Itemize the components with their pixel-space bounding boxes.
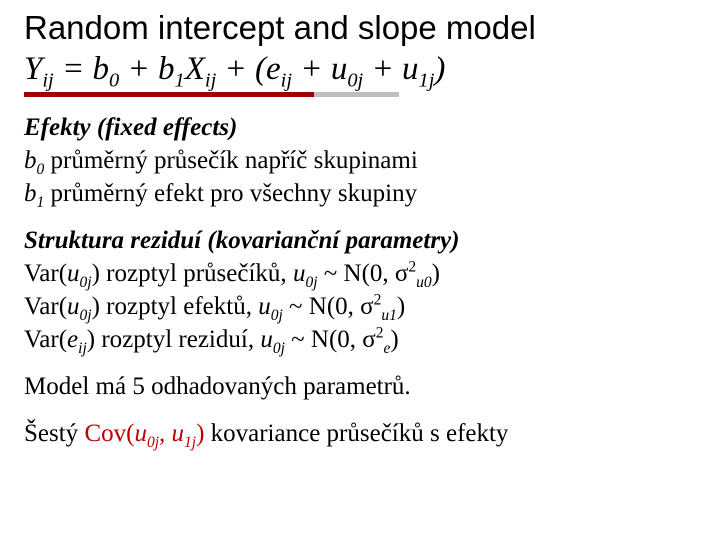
eq-X: X [185,51,205,87]
r1-varclose: ) [92,260,100,287]
r1-u: u [293,260,306,287]
r2-u: u [258,293,271,320]
resid-row-1: Var(u0j) rozptyl průsečíků, u0j ~ N(0, σ… [24,257,696,290]
r2-varusub: 0j [80,307,92,324]
eq-u1sub: 1j [419,69,435,91]
eq-u0: u [331,51,348,87]
eq-u0sub: 0j [347,69,363,91]
eq-Xsub: ij [205,69,216,91]
b0-text: průměrný průsečík napříč skupinami [44,147,418,174]
s-u1: u [172,420,185,447]
eq-close: ) [434,51,445,87]
fixed-b0-line: b0 průměrný průsečík napříč skupinami [24,144,696,177]
eq-equals: = [54,51,93,87]
sixth-tail: kovariance průsečíků s efekty [204,420,508,447]
eq-plus1: + [119,51,158,87]
s-u0sub: 0j [147,434,159,451]
b0-sym: b [24,147,37,174]
eq-b1sub: 1 [175,69,185,91]
cov-highlight: Cov(u0j, u1j) [84,420,204,447]
r3-usub: 0j [273,340,285,357]
r1-varlabel: Var( [24,260,67,287]
r2-close: ) [397,293,405,320]
r2-varu: u [67,293,80,320]
r3-varlabel: Var( [24,326,67,353]
eq-b1: b [158,51,175,87]
r1-tilde: ~ N(0, [318,260,395,287]
r1-desc: rozptyl průsečíků, [100,260,293,287]
eq-plus4: + [363,51,402,87]
eq-Ysub: ij [42,69,53,91]
r3-desc: rozptyl reziduí, [95,326,260,353]
r3-sigsup: 2 [376,325,384,342]
param-count: Model má 5 odhadovaných parametrů. [24,370,696,403]
model-equation: Yij = b0 + b1Xij + (eij + u0j + u1j) [24,48,696,91]
r1-sigsup: 2 [408,259,416,276]
eq-b0sub: 0 [109,69,119,91]
r2-usub: 0j [271,307,283,324]
r3-close: ) [390,326,398,353]
fixed-effects-heading: Efekty (fixed effects) [24,111,696,144]
r3-sigma: σ [362,326,375,353]
sixth-line: Šestý Cov(u0j, u1j) kovariance průsečíků… [24,417,696,450]
s-u0: u [134,420,147,447]
resid-row-3: Var(eij) rozptyl reziduí, u0j ~ N(0, σ2e… [24,323,696,356]
r1-usub: 0j [305,274,317,291]
r2-sigma: σ [360,293,373,320]
eq-u1: u [402,51,419,87]
fixed-effects-section: Efekty (fixed effects) b0 průměrný průse… [24,111,696,210]
residuals-section: Struktura reziduí (kovarianční parametry… [24,224,696,356]
r3-u: u [260,326,273,353]
r2-desc: rozptyl efektů, [100,293,258,320]
r2-tilde: ~ N(0, [283,293,360,320]
s-u1sub: 1j [184,434,196,451]
r3-tilde: ~ N(0, [285,326,362,353]
r3-varclose: ) [87,326,95,353]
r2-varlabel: Var( [24,293,67,320]
fixed-b1-line: b1 průměrný efekt pro všechny skupiny [24,177,696,210]
sixth-param-section: Šestý Cov(u0j, u1j) kovariance průsečíků… [24,417,696,450]
title-underline [24,92,399,97]
eq-plus2: + ( [216,51,266,87]
slide-title-block: Random intercept and slope model Yij = b… [24,8,696,97]
eq-esub: ij [281,69,292,91]
param-count-section: Model má 5 odhadovaných parametrů. [24,370,696,403]
eq-Y: Y [24,51,42,87]
resid-row-2: Var(u0j) rozptyl efektů, u0j ~ N(0, σ2u1… [24,290,696,323]
b1-text: průměrný efekt pro všechny skupiny [44,180,417,207]
b1-sym: b [24,180,37,207]
r1-sigma: σ [395,260,408,287]
s-comma: , [159,420,172,447]
underline-red [24,92,314,97]
eq-e: e [266,51,281,87]
r3-varusub: ij [78,340,87,357]
r2-sigsub: u1 [381,307,397,324]
eq-plus3: + [292,51,331,87]
eq-b0: b [93,51,110,87]
underline-gray [314,92,399,97]
r2-varclose: ) [92,293,100,320]
s-cov: Cov( [84,420,134,447]
r1-varusub: 0j [80,274,92,291]
r3-varu: e [67,326,78,353]
slide-title: Random intercept and slope model [24,8,696,48]
r1-sigsub: u0 [416,274,432,291]
r1-close: ) [432,260,440,287]
sixth-lead: Šestý [24,420,84,447]
r1-varu: u [67,260,80,287]
residuals-heading: Struktura reziduí (kovarianční parametry… [24,224,696,257]
